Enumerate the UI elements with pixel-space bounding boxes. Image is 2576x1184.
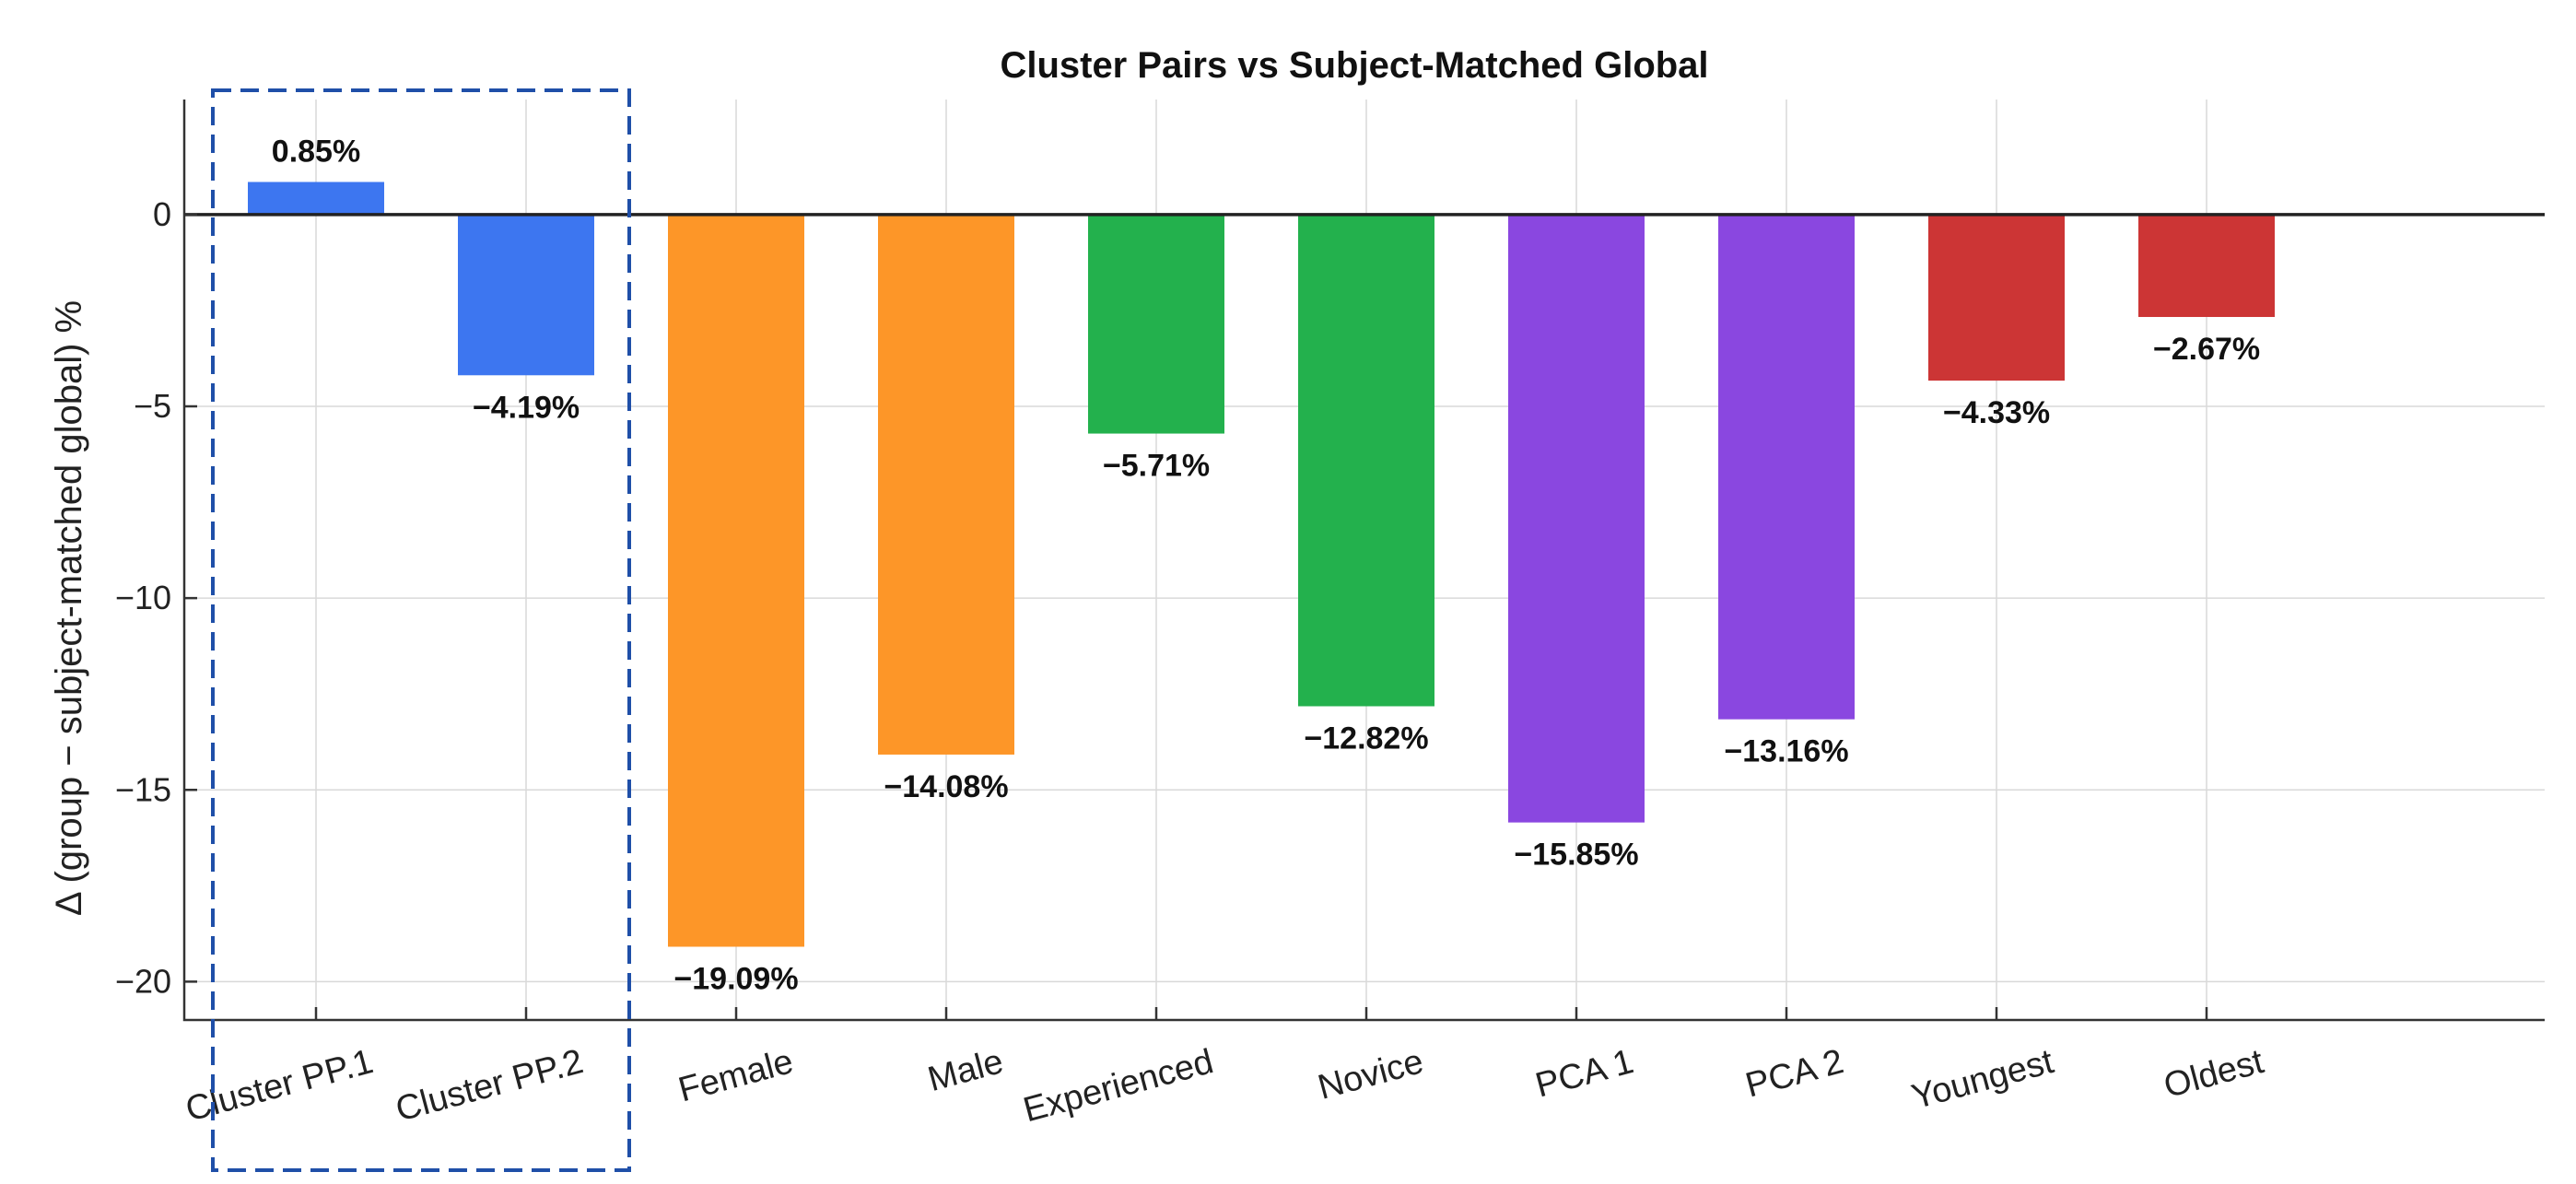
bar-youngest [1928, 214, 2065, 381]
value-label: −12.82% [1304, 721, 1428, 756]
bar-pca-2 [1718, 214, 1855, 720]
cluster-pairs-highlight-box [211, 88, 631, 1172]
x-tick-labels: Cluster PP.1 Cluster PP.2 Female Male Experi… [181, 1042, 2268, 1130]
x-tick-label: PCA 1 [1531, 1042, 1637, 1105]
bar-male [878, 214, 1014, 755]
value-label: −5.71% [1103, 449, 1210, 484]
bar-cluster-pp-2 [458, 214, 594, 376]
value-label: −19.09% [673, 961, 798, 996]
x-tick-label: Experienced [1019, 1042, 1217, 1130]
y-tick-label: 0 [153, 195, 171, 233]
value-label: 0.85% [272, 134, 360, 169]
bar-cluster-pp-1 [248, 182, 384, 215]
bar-female [668, 214, 804, 947]
x-tick-label: Cluster PP.1 [181, 1042, 377, 1130]
x-tick-label: Oldest [2160, 1042, 2267, 1106]
y-tick-label: −20 [115, 962, 171, 1000]
y-tick-label: −15 [115, 770, 171, 808]
value-label: −4.33% [1943, 395, 2050, 430]
value-label: −14.08% [884, 769, 1008, 804]
bar-novice [1298, 214, 1434, 707]
value-label: −15.85% [1514, 838, 1638, 873]
bar-oldest [2138, 214, 2275, 318]
value-labels: 0.85% −4.19% −19.09% −14.08% −5.71% −12.82% −1… [272, 134, 2260, 996]
x-tick-label: PCA 2 [1741, 1042, 1847, 1105]
x-tick-label: Male [924, 1042, 1007, 1099]
chart-title: Cluster Pairs vs Subject-Matched Global [1000, 45, 1708, 86]
value-label: −4.19% [473, 390, 580, 425]
y-axis-label: Δ (group − subject-matched global) % [49, 300, 89, 916]
y-tick-label: −10 [115, 579, 171, 616]
bar-experienced [1088, 214, 1224, 434]
value-label: −2.67% [2153, 332, 2260, 367]
bars [248, 182, 2275, 947]
x-tick-label: Novice [1314, 1042, 1427, 1108]
x-tick-label: Cluster PP.2 [392, 1042, 587, 1130]
axis-ticks [184, 213, 2208, 1020]
y-tick-labels: 0 −5 −10 −15 −20 [115, 195, 171, 1001]
bar-pca-1 [1508, 214, 1645, 823]
y-tick-label: −5 [134, 387, 171, 425]
x-tick-label: Female [674, 1042, 797, 1109]
x-tick-label: Youngest [1908, 1042, 2058, 1117]
value-label: −13.16% [1724, 734, 1848, 769]
